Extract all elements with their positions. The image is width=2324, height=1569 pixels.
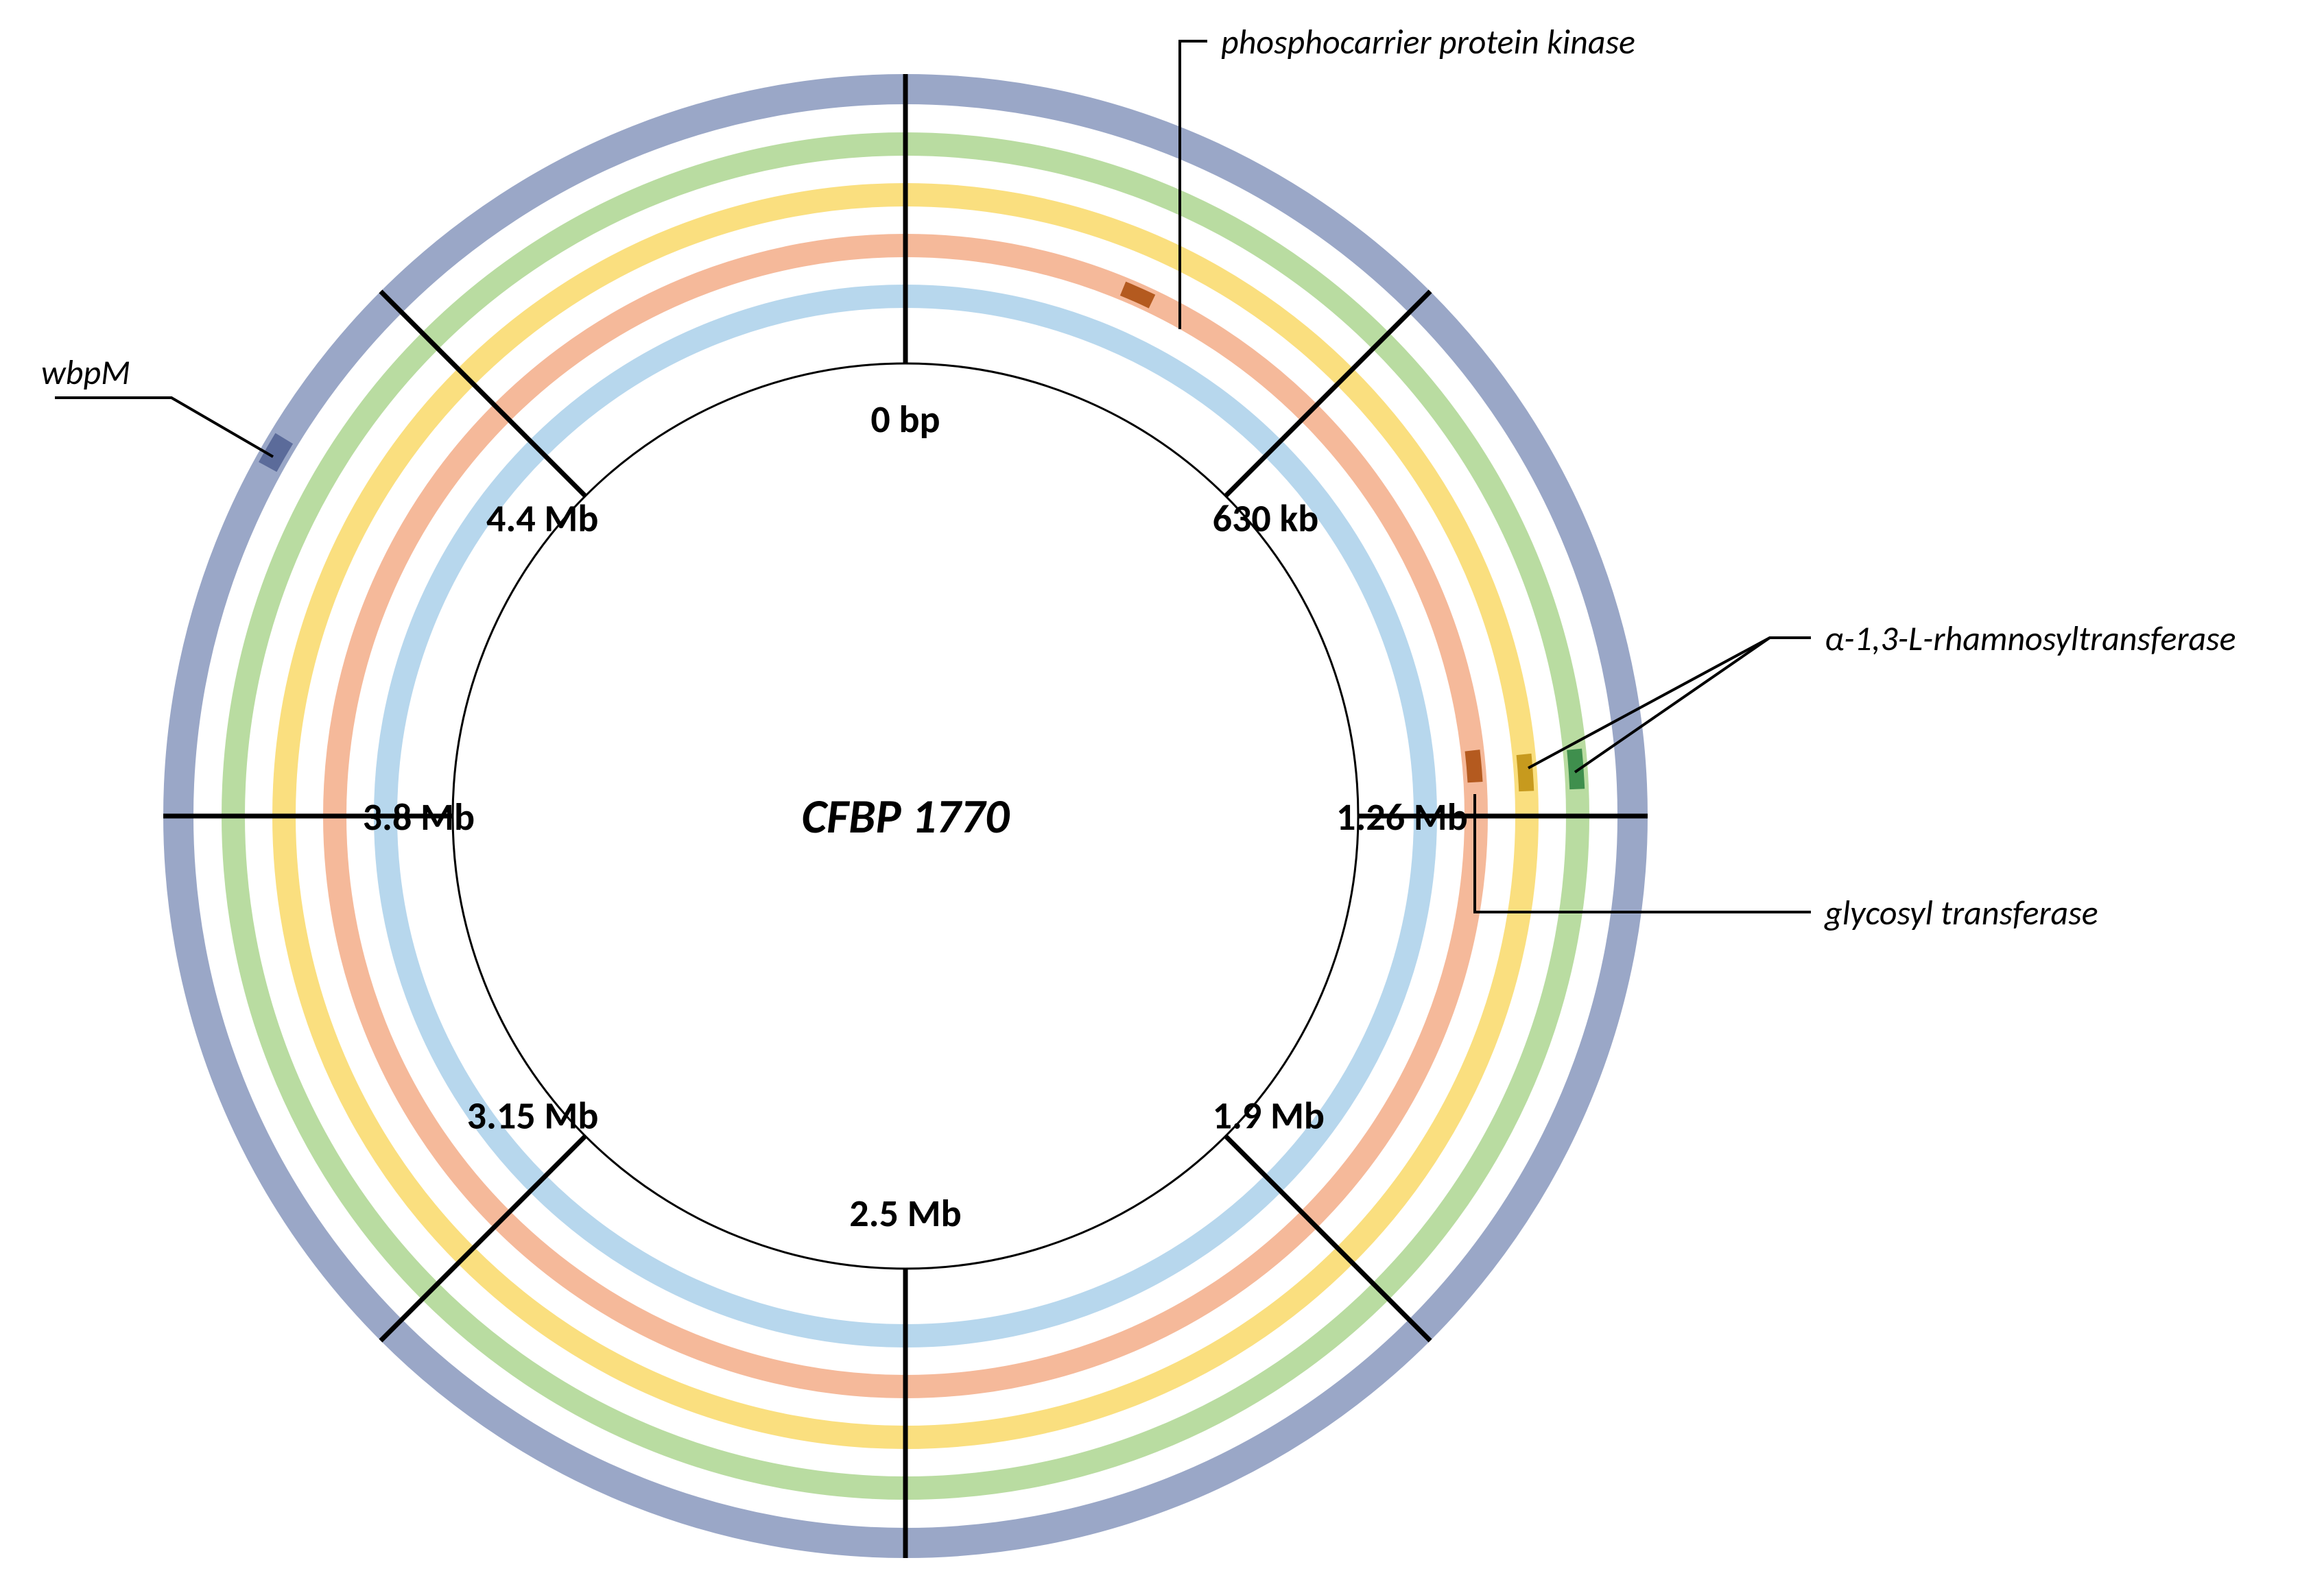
feature-label-rham-green: α-1,3-L-rhamnosyltransferase: [1825, 618, 2236, 660]
feature-label-wbpm: wbpM: [41, 352, 130, 394]
tick-line: [381, 291, 585, 496]
feature-glycosyl: [1472, 750, 1475, 782]
tick-label: 3.15 Mb: [467, 1093, 599, 1140]
feature-label-glycosyl: glycosyl transferase: [1824, 892, 2098, 934]
tick-label: 4.4 Mb: [486, 495, 598, 542]
center-title: CFBP 1770: [802, 787, 1010, 846]
tick-label: 0 bp: [870, 396, 940, 443]
feature-label-phosphocarrier: phosphocarrier protein kinase: [1221, 21, 1635, 63]
feature-rham-green: [1574, 750, 1577, 789]
feature-rham-yellow: [1524, 754, 1527, 791]
tick-line: [1226, 1136, 1430, 1341]
tick-label: 1.9 Mb: [1213, 1093, 1325, 1140]
genome-map: 0 bp 630 kb 1.26 Mb 1.9 Mb 2.5 Mb 3.15 Mb 3.8 …: [0, 0, 2324, 1569]
tick-line: [1226, 291, 1430, 496]
tick-label: 1.26 Mb: [1336, 794, 1468, 841]
leader-phosphocarrier: [1180, 41, 1207, 329]
leader-wbpm: [55, 398, 273, 457]
feature-wbpm: [268, 438, 284, 467]
tick-line: [381, 1136, 585, 1341]
tick-label: 630 kb: [1213, 495, 1319, 542]
tick-label: 2.5 Mb: [849, 1190, 961, 1237]
tick-label: 3.8 Mb: [363, 794, 475, 841]
